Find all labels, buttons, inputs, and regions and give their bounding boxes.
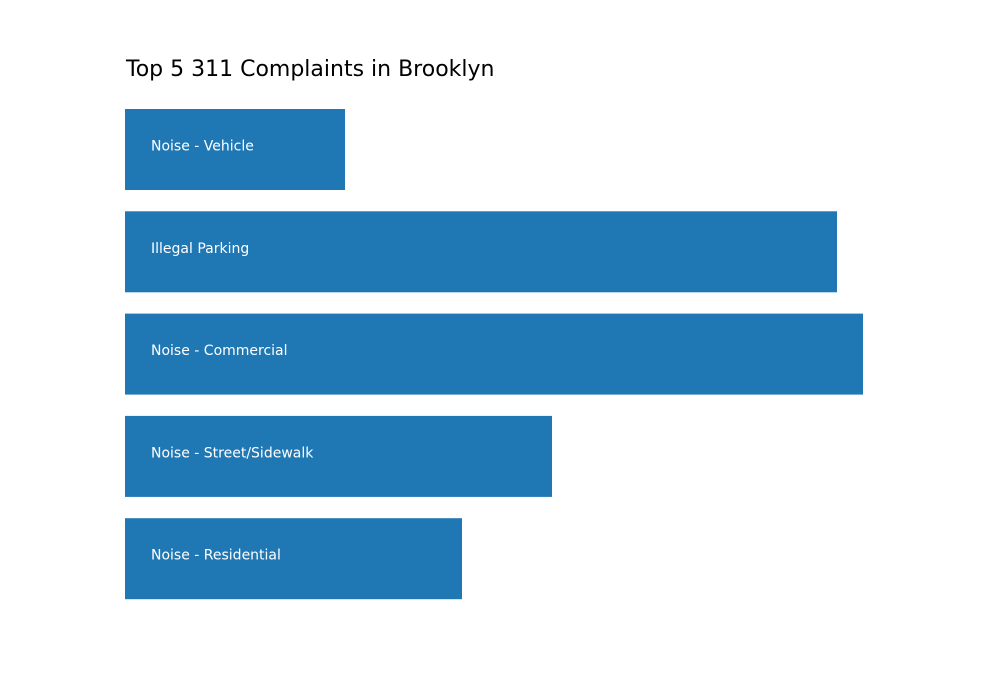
- bar-label-3: Noise - Street/Sidewalk: [151, 445, 314, 461]
- bar-label-0: Noise - Vehicle: [151, 139, 254, 155]
- bar-label-2: Noise - Commercial: [151, 343, 288, 359]
- bar-0: [125, 109, 345, 190]
- bar-3: [125, 415, 552, 497]
- chart-title: Top 5 311 Complaints in Brooklyn: [125, 57, 494, 82]
- bar-label-4: Noise - Residential: [151, 548, 281, 564]
- bar-2: [125, 313, 863, 395]
- bar-label-1: Illegal Parking: [151, 241, 249, 257]
- bars-group: Noise - Vehicle Illegal Parking Noise - Co…: [125, 109, 863, 600]
- bar-4: [125, 518, 462, 600]
- bar-1: [125, 211, 837, 293]
